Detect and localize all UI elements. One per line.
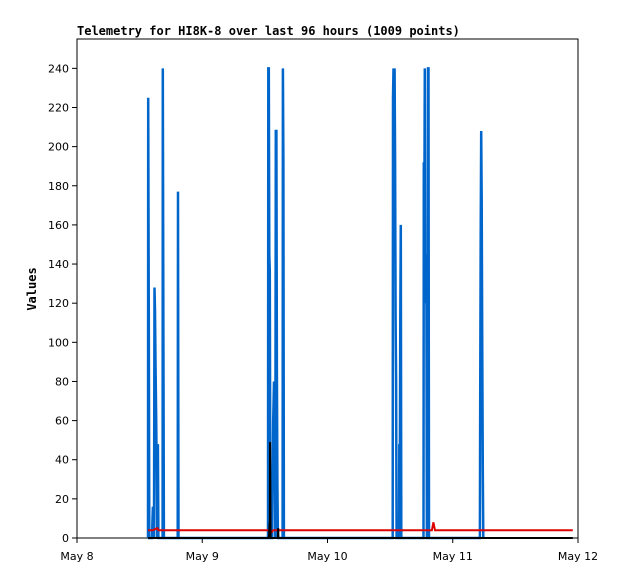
x-tick-label: May 8 [60, 550, 93, 563]
series-layer [146, 67, 573, 540]
x-tick-label: May 11 [433, 550, 473, 563]
x-tick-label: May 12 [558, 550, 598, 563]
y-axis: 0 20 40 60 80 100 120 140 160 180 200 220 240 [48, 62, 77, 545]
series-line-2 [148, 442, 573, 539]
series-line-1 [148, 522, 573, 534]
y-tick-label: 160 [48, 219, 69, 232]
y-tick-label: 120 [48, 297, 69, 310]
plot-frame [76, 38, 579, 539]
y-axis-label: Values [25, 267, 39, 310]
y-tick-label: 180 [48, 180, 69, 193]
y-tick-label: 140 [48, 258, 69, 271]
y-tick-label: 80 [55, 375, 69, 388]
y-tick-label: 40 [55, 454, 69, 467]
series-line-0 [146, 67, 485, 540]
y-tick-label: 240 [48, 62, 69, 75]
y-tick-label: 200 [48, 141, 69, 154]
y-tick-label: 20 [55, 493, 69, 506]
chart-title: Telemetry for HI8K-8 over last 96 hours … [77, 24, 460, 38]
y-tick-label: 100 [48, 336, 69, 349]
x-axis: May 8 May 9 May 10 May 11 May 12 [60, 538, 598, 563]
x-tick-label: May 10 [307, 550, 347, 563]
y-tick-label: 220 [48, 101, 69, 114]
x-tick-label: May 9 [186, 550, 219, 563]
y-tick-label: 60 [55, 415, 69, 428]
y-tick-label: 0 [62, 532, 69, 545]
